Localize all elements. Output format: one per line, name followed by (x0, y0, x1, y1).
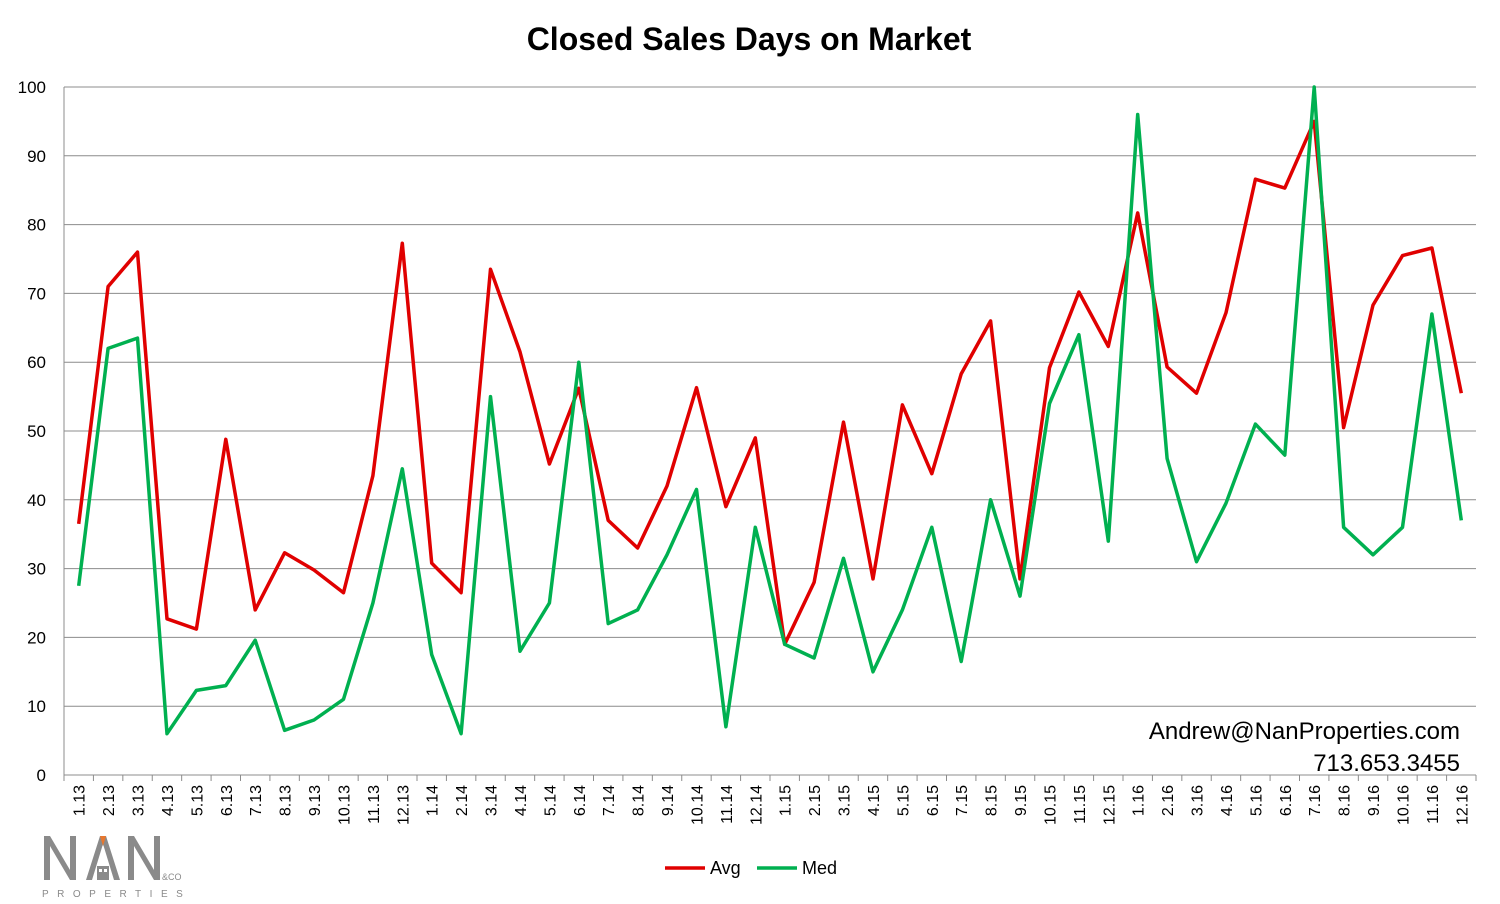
x-tick-label: 1.15 (778, 785, 795, 816)
y-tick-label: 40 (27, 491, 46, 510)
x-tick-label: 12.16 (1454, 785, 1471, 825)
legend: Avg Med (665, 858, 837, 878)
x-tick-label: 12.14 (748, 785, 765, 825)
x-tick-label: 9.15 (1013, 785, 1030, 816)
series-line-avg (76, 119, 1464, 647)
x-tick-label: 5.14 (542, 785, 559, 816)
x-tick-label: 6.16 (1278, 785, 1295, 816)
x-tick-label: 3.16 (1190, 785, 1207, 816)
x-axis: 1.13 2.13 3.13 4.13 5.13 6.13 7.13 8.13 9.13 10.1… (63, 774, 1477, 825)
x-tick-label: 6.15 (925, 785, 942, 816)
x-tick-label: 1.16 (1131, 785, 1148, 816)
x-tick-label: 5.16 (1248, 785, 1265, 816)
nan-properties-logo: &CO PROPERTIES (42, 836, 190, 900)
x-tick-label: 11.16 (1425, 785, 1442, 824)
chart-title: Closed Sales Days on Market (527, 21, 972, 57)
y-tick-label: 70 (27, 284, 46, 303)
x-tick-label: 3.14 (484, 785, 501, 816)
x-tick-label: 2.14 (454, 785, 471, 816)
x-tick-label: 2.16 (1160, 785, 1177, 816)
y-tick-label: 90 (27, 147, 46, 166)
legend-label-avg: Avg (710, 858, 741, 878)
x-tick-label: 10.13 (336, 785, 353, 825)
x-tick-label: 9.14 (660, 785, 677, 816)
x-tick-label: 2.13 (101, 785, 118, 816)
y-tick-label: 50 (27, 422, 46, 441)
y-tick-label: 80 (27, 216, 46, 235)
x-tick-label: 9.16 (1366, 785, 1383, 816)
legend-label-med: Med (802, 858, 837, 878)
x-tick-label: 4.16 (1219, 785, 1236, 816)
series-lines (76, 85, 1464, 736)
series-line-med (76, 85, 1464, 736)
y-tick-label: 60 (27, 353, 46, 372)
contact-phone: 713.653.3455 (1313, 750, 1460, 777)
y-tick-label: 10 (27, 697, 46, 716)
contact-email: Andrew@NanProperties.com (1148, 718, 1460, 745)
x-tick-label: 4.14 (513, 785, 530, 816)
x-tick-label: 8.13 (278, 785, 295, 816)
x-tick-label: 11.15 (1072, 785, 1089, 824)
x-tick-label: 4.15 (866, 785, 883, 816)
x-tick-label: 12.13 (395, 785, 412, 825)
x-tick-label: 6.13 (219, 785, 236, 816)
x-tick-label: 7.13 (248, 785, 265, 816)
x-tick-label: 11.14 (719, 785, 736, 824)
y-tick-label: 20 (27, 628, 46, 647)
x-tick-label: 7.16 (1307, 785, 1324, 816)
x-tick-label: 8.16 (1337, 785, 1354, 816)
x-tick-label: 9.13 (307, 785, 324, 816)
x-tick-label: 7.14 (601, 785, 618, 816)
y-axis: 0 10 20 30 40 50 60 70 80 90 100 (18, 78, 65, 785)
x-tick-label: 10.16 (1395, 785, 1412, 825)
x-tick-label: 11.13 (366, 785, 383, 824)
x-tick-label: 10.14 (689, 785, 706, 825)
x-tick-label: 12.15 (1101, 785, 1118, 825)
x-tick-label: 8.14 (631, 785, 648, 816)
x-tick-label: 2.15 (807, 785, 824, 816)
logo-tagline: PROPERTIES (42, 889, 190, 900)
y-tick-label: 100 (18, 78, 46, 97)
logo-suffix: &CO (162, 872, 182, 882)
contact-block: Andrew@NanProperties.com 713.653.3455 (1149, 716, 1460, 780)
y-tick-label: 30 (27, 560, 46, 579)
x-tick-label: 1.14 (425, 785, 442, 816)
gridlines (64, 86, 1476, 707)
x-tick-label: 1.13 (72, 785, 89, 816)
x-tick-label: 3.13 (131, 785, 148, 816)
x-tick-label: 4.13 (160, 785, 177, 816)
x-tick-label: 8.15 (984, 785, 1001, 816)
x-tick-label: 10.15 (1042, 785, 1059, 825)
x-tick-label: 7.15 (954, 785, 971, 816)
x-tick-label: 3.15 (837, 785, 854, 816)
x-tick-label: 5.15 (895, 785, 912, 816)
y-tick-label: 0 (37, 766, 46, 785)
x-tick-label: 6.14 (572, 785, 589, 816)
x-tick-label: 5.13 (189, 785, 206, 816)
